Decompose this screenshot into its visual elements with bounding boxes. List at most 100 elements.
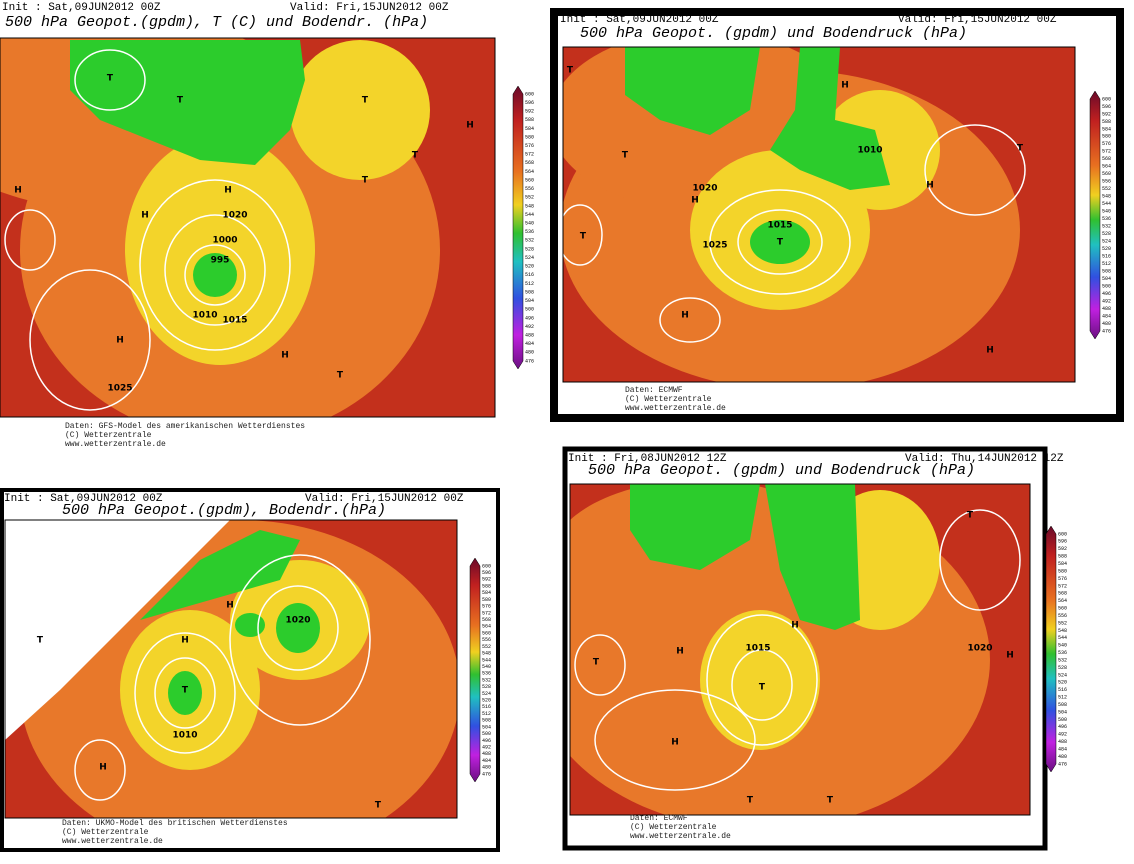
colorbar-label: 524 bbox=[482, 691, 491, 697]
isobar bbox=[4, 209, 56, 271]
isobar bbox=[134, 632, 236, 754]
map-label: H bbox=[681, 311, 689, 321]
height-zone bbox=[193, 253, 237, 297]
isobar bbox=[939, 509, 1021, 611]
colorbar-label: 580 bbox=[1102, 134, 1111, 140]
colorbar-label: 480 bbox=[525, 350, 534, 356]
height-zone bbox=[168, 671, 202, 715]
colorbar-label: 572 bbox=[1102, 149, 1111, 155]
isobar bbox=[229, 554, 371, 726]
colorbar-label: 524 bbox=[525, 255, 534, 261]
map-area bbox=[0, 38, 495, 417]
colorbar-label: 564 bbox=[525, 169, 534, 175]
isobar bbox=[731, 649, 793, 721]
colorbar-label: 544 bbox=[482, 657, 491, 663]
colorbar-label: 504 bbox=[525, 298, 534, 304]
height-zone bbox=[700, 610, 820, 750]
colorbar-label: 484 bbox=[525, 341, 534, 347]
panel-frame bbox=[562, 446, 1048, 851]
colorbar-label: 564 bbox=[1102, 164, 1111, 170]
colorbar-label: 588 bbox=[1058, 554, 1067, 560]
colorbar-label: 552 bbox=[1058, 620, 1067, 626]
colorbar-label: 536 bbox=[1102, 216, 1111, 222]
init-time: Init : Sat,09JUN2012 00Z bbox=[4, 493, 163, 505]
colorbar-label: 492 bbox=[1058, 732, 1067, 738]
height-zone bbox=[276, 603, 320, 653]
map-label: T bbox=[107, 74, 114, 84]
map-label: T bbox=[362, 96, 369, 106]
colorbar-label: 572 bbox=[1058, 583, 1067, 589]
panel-frame bbox=[0, 488, 500, 852]
colorbar-label: 580 bbox=[1058, 568, 1067, 574]
map-label: H bbox=[181, 636, 189, 646]
map-label: T bbox=[777, 238, 784, 248]
colorbar-label: 592 bbox=[525, 109, 534, 115]
map-area bbox=[5, 520, 457, 818]
colorbar-label: 572 bbox=[482, 610, 491, 616]
credit-line: (C) Wetterzentrale bbox=[62, 828, 149, 837]
map-label: 1020 bbox=[967, 644, 992, 654]
colorbar-label: 568 bbox=[482, 617, 491, 623]
colorbar-label: 480 bbox=[482, 765, 491, 771]
colorbar-label: 592 bbox=[1102, 111, 1111, 117]
colorbar-label: 476 bbox=[525, 358, 534, 364]
colorbar-label: 528 bbox=[1102, 231, 1111, 237]
colorbar-label: 516 bbox=[1058, 687, 1067, 693]
colorbar-label: 504 bbox=[1058, 709, 1067, 715]
map-label: T bbox=[622, 151, 629, 161]
map-label: 1000 bbox=[212, 236, 237, 246]
valid-time: Valid: Fri,15JUN2012 00Z bbox=[290, 2, 449, 14]
credit-line: www.wetterzentrale.de bbox=[65, 440, 166, 449]
height-zone bbox=[125, 135, 315, 365]
colorbar-label: 528 bbox=[482, 684, 491, 690]
colorbar-label: 508 bbox=[525, 289, 534, 295]
map-label: T bbox=[375, 801, 382, 811]
isobar bbox=[709, 189, 851, 295]
map-label: 1010 bbox=[192, 311, 217, 321]
colorbar-label: 496 bbox=[525, 315, 534, 321]
colorbar-label: 556 bbox=[482, 637, 491, 643]
colorbar-label: 496 bbox=[1102, 291, 1111, 297]
panel-frame bbox=[550, 8, 1124, 422]
map-label: T bbox=[1017, 144, 1024, 154]
colorbar-label: 528 bbox=[1058, 665, 1067, 671]
colorbar-label: 512 bbox=[525, 281, 534, 287]
map-label: H bbox=[926, 181, 934, 191]
colorbar-label: 552 bbox=[482, 644, 491, 650]
credit-line: www.wetterzentrale.de bbox=[625, 404, 726, 413]
map-label: 1025 bbox=[107, 384, 132, 394]
colorbar-label: 536 bbox=[525, 229, 534, 235]
map-label: H bbox=[224, 186, 232, 196]
credit-line: Daten: ECMWF bbox=[625, 386, 683, 395]
isobar bbox=[184, 244, 246, 306]
colorbar-label: 504 bbox=[1102, 276, 1111, 282]
map-label: 1010 bbox=[172, 731, 197, 741]
colorbar-label: 560 bbox=[1102, 171, 1111, 177]
colorbar-label: 500 bbox=[1058, 717, 1067, 723]
map-label: 1015 bbox=[222, 316, 247, 326]
colorbar-label: 580 bbox=[525, 134, 534, 140]
credit-line: (C) Wetterzentrale bbox=[65, 431, 152, 440]
map-label: H bbox=[226, 601, 234, 611]
colorbar-label: 492 bbox=[525, 324, 534, 330]
colorbar-label: 508 bbox=[482, 718, 491, 724]
colorbar-label: 520 bbox=[1058, 680, 1067, 686]
colorbar-label: 588 bbox=[525, 117, 534, 123]
colorbar-label: 480 bbox=[1102, 321, 1111, 327]
height-zone bbox=[235, 613, 265, 637]
colorbar-label: 544 bbox=[525, 212, 534, 218]
colorbar bbox=[512, 85, 524, 370]
map-border bbox=[4, 519, 458, 819]
colorbar-label: 564 bbox=[1058, 598, 1067, 604]
colorbar-label: 488 bbox=[525, 332, 534, 338]
map-label: H bbox=[986, 346, 994, 356]
colorbar-label: 532 bbox=[1102, 224, 1111, 230]
credit-line: www.wetterzentrale.de bbox=[62, 837, 163, 846]
colorbar-label: 476 bbox=[1058, 761, 1067, 767]
colorbar-label: 572 bbox=[525, 152, 534, 158]
colorbar-label: 584 bbox=[525, 126, 534, 132]
colorbar-label: 520 bbox=[482, 698, 491, 704]
colorbar-label: 560 bbox=[1058, 606, 1067, 612]
colorbar-label: 484 bbox=[1102, 313, 1111, 319]
colorbar-label: 548 bbox=[525, 203, 534, 209]
